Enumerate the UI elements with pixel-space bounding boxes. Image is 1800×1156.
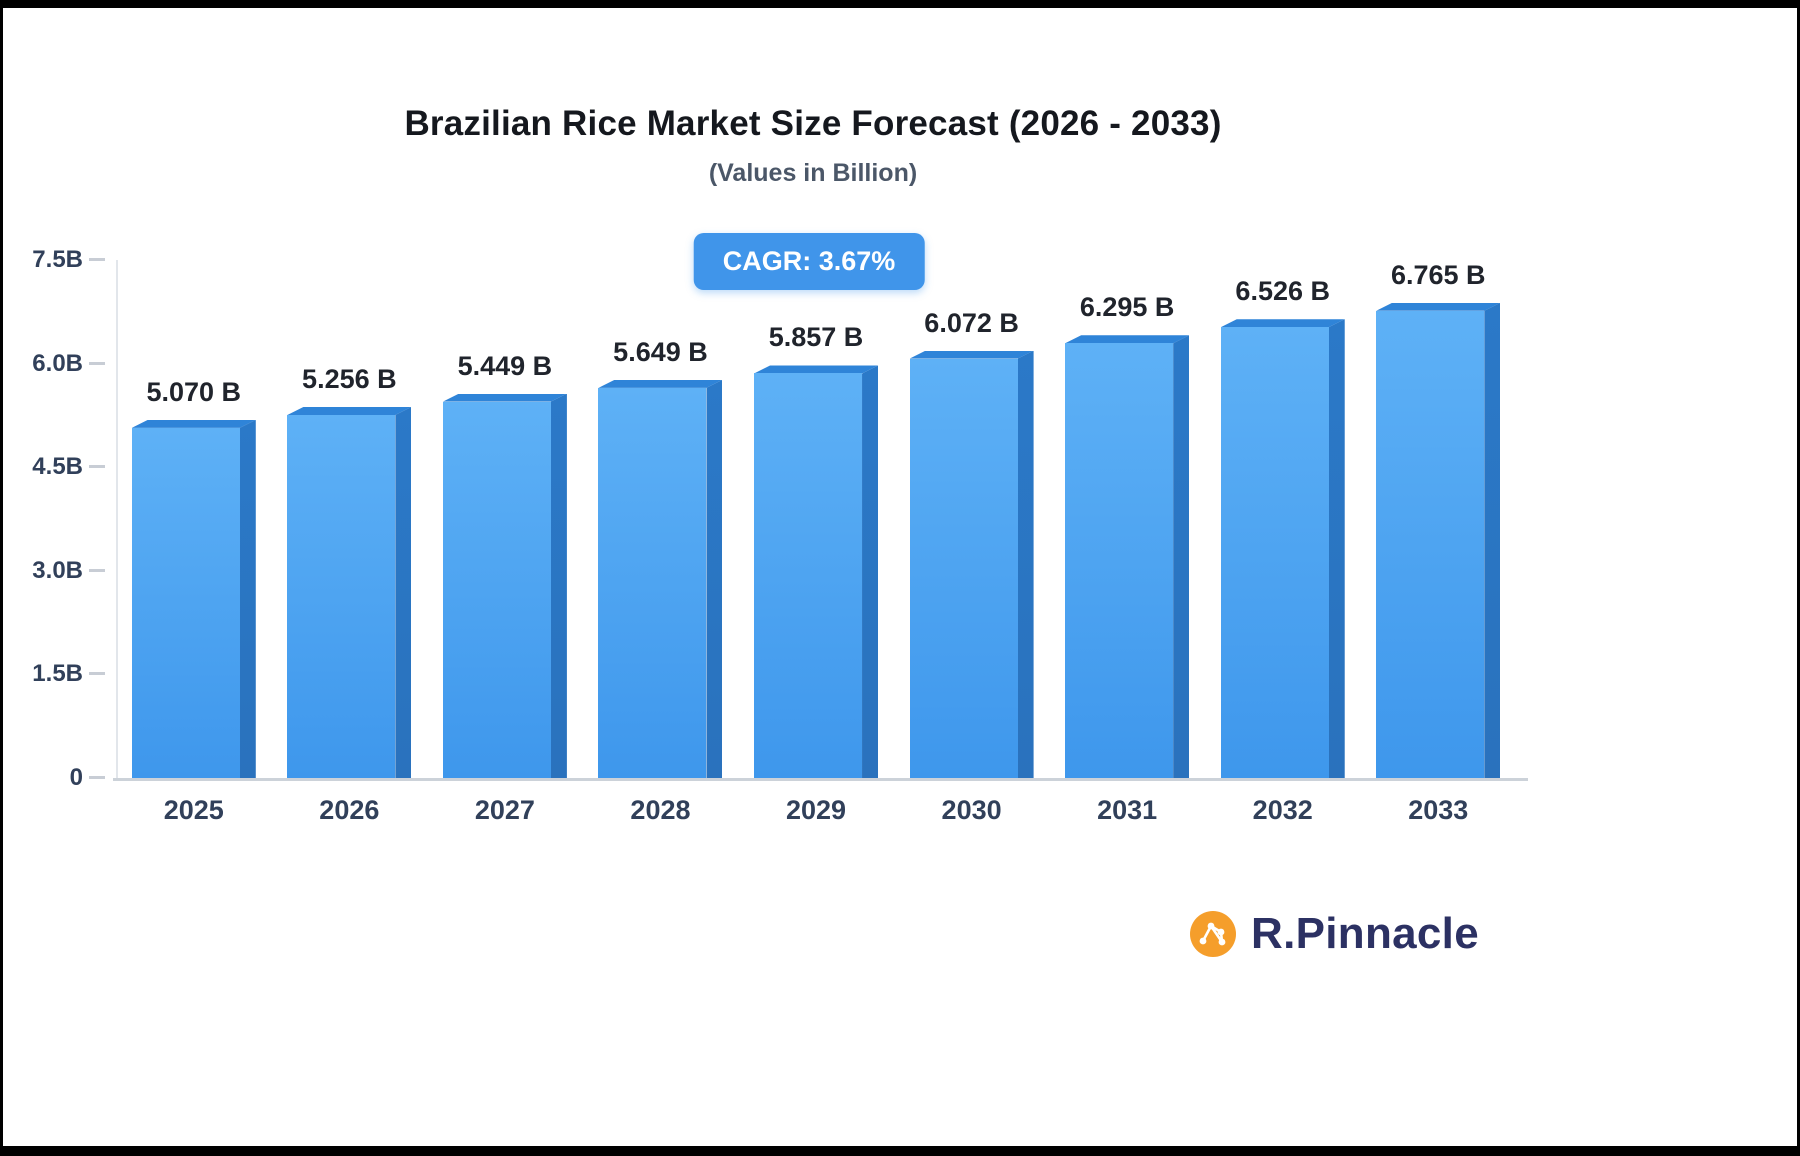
bar-top-face [132, 420, 256, 428]
bar-side-face [239, 419, 256, 778]
bars: 5.070 B 5.256 B 5.449 B 5.649 B 5.857 B 6.072… [116, 260, 1516, 778]
y-axis-line [116, 260, 118, 778]
bar-top-face [1376, 303, 1500, 311]
x-axis: 2025 2026 2027 2028 2029 2030 2031 2032 2033 [116, 795, 1516, 826]
bar-2033 [1376, 302, 1501, 778]
bar-value-label: 5.857 B [768, 322, 864, 353]
x-axis-baseline [113, 778, 1528, 781]
bar-2026 [287, 407, 412, 778]
bar-top-face [1221, 319, 1345, 327]
x-axis-label-2032: 2032 [1252, 795, 1313, 825]
bar-front-face [1376, 310, 1485, 778]
bar-side-face [706, 379, 723, 778]
bar-side-face [550, 393, 567, 778]
y-tick-label: 3.0B [32, 556, 83, 584]
bar-slot-2033: 6.765 B [1361, 260, 1517, 778]
y-tick-mark [89, 258, 105, 261]
bar-2029 [754, 365, 879, 778]
bar-slot-2029: 5.857 B [738, 260, 894, 778]
y-tick-mark [89, 361, 105, 365]
chart-title: Brazilian Rice Market Size Forecast (202… [404, 104, 1222, 143]
bar-2032 [1220, 319, 1345, 778]
bar-value-label: 5.256 B [302, 364, 397, 394]
bar-chart: 0 1.5B 3.0B 4.5B 6.0B 7.5B 5.070 B 5.256 B 5.44… [32, 246, 1528, 791]
bar-top-face [754, 365, 878, 373]
x-axis-label-2028: 2028 [630, 795, 691, 825]
bar-top-face [910, 351, 1034, 359]
y-tick-label: 7.5B [32, 246, 83, 273]
bar-slot-2030: 6.072 B [894, 260, 1050, 778]
bar-slot-2031: 6.295 B [1049, 260, 1205, 778]
y-tick-label: 0 [69, 764, 83, 791]
bar-value-label: 6.526 B [1235, 276, 1330, 307]
x-axis-label-2033: 2033 [1408, 795, 1469, 825]
x-axis-label-2025: 2025 [163, 795, 224, 825]
cagr-badge: CAGR: 3.67% [693, 233, 925, 290]
bar-value-label: 6.295 B [1079, 292, 1175, 323]
x-axis-label-2029: 2029 [785, 795, 847, 825]
bar-top-face [1065, 335, 1189, 343]
chart-header: Brazilian Rice Market Size Forecast (202… [3, 104, 1623, 188]
y-tick-mark [89, 568, 105, 572]
x-axis-label-2030: 2030 [941, 795, 1002, 825]
bar-value-label: 5.070 B [146, 376, 242, 407]
bar-top-face [443, 394, 567, 402]
bar-slot-2025: 5.070 B [116, 260, 272, 778]
y-tick-label: 4.5B [32, 453, 83, 481]
y-tick-mark [89, 776, 105, 779]
bar-value-label: 6.765 B [1390, 259, 1486, 290]
bar-value-label: 5.649 B [613, 336, 708, 367]
bar-front-face [131, 427, 240, 778]
bar-side-face [1173, 335, 1190, 778]
bar-side-face [395, 407, 412, 778]
bar-front-face [1065, 343, 1174, 778]
brand-logo: R.Pinnacle [1189, 909, 1479, 959]
bar-front-face [287, 415, 396, 778]
bar-2031 [1065, 335, 1190, 778]
bar-front-face [442, 401, 551, 778]
bar-slot-2032: 6.526 B [1205, 260, 1361, 778]
bar-value-label: 5.449 B [457, 350, 553, 381]
brand-logo-icon [1190, 911, 1236, 957]
x-axis-label-2031: 2031 [1097, 795, 1158, 825]
bar-side-face [1017, 350, 1034, 778]
bar-side-face [862, 365, 879, 778]
bar-2027 [442, 393, 567, 778]
bar-slot-2028: 5.649 B [583, 260, 739, 778]
brand-logo-text: R.Pinnacle [1251, 909, 1479, 958]
bar-front-face [754, 373, 863, 778]
bar-side-face [1484, 302, 1501, 778]
bar-top-face [287, 407, 411, 415]
bar-top-face [598, 380, 722, 388]
bar-2028 [598, 379, 723, 778]
chart-subtitle: (Values in Billion) [708, 159, 918, 187]
bar-side-face [1328, 319, 1345, 778]
bar-slot-2027: 5.449 B [427, 260, 583, 778]
logo-circle [1190, 911, 1236, 957]
bar-slot-2026: 5.256 B [272, 260, 428, 778]
bar-front-face [909, 358, 1018, 778]
logo-network-nodes [1199, 922, 1226, 946]
bar-front-face [1220, 327, 1329, 778]
x-axis-label-2026: 2026 [319, 795, 380, 825]
bar-2030 [909, 350, 1034, 778]
y-tick-mark [89, 465, 105, 469]
y-tick-label: 6.0B [32, 349, 83, 377]
bar-value-label: 6.072 B [924, 307, 1019, 338]
bar-2025 [131, 419, 256, 778]
bar-front-face [598, 387, 707, 778]
x-axis-label-2027: 2027 [474, 795, 535, 825]
y-tick-mark [89, 672, 105, 676]
y-tick-label: 1.5B [32, 660, 83, 688]
